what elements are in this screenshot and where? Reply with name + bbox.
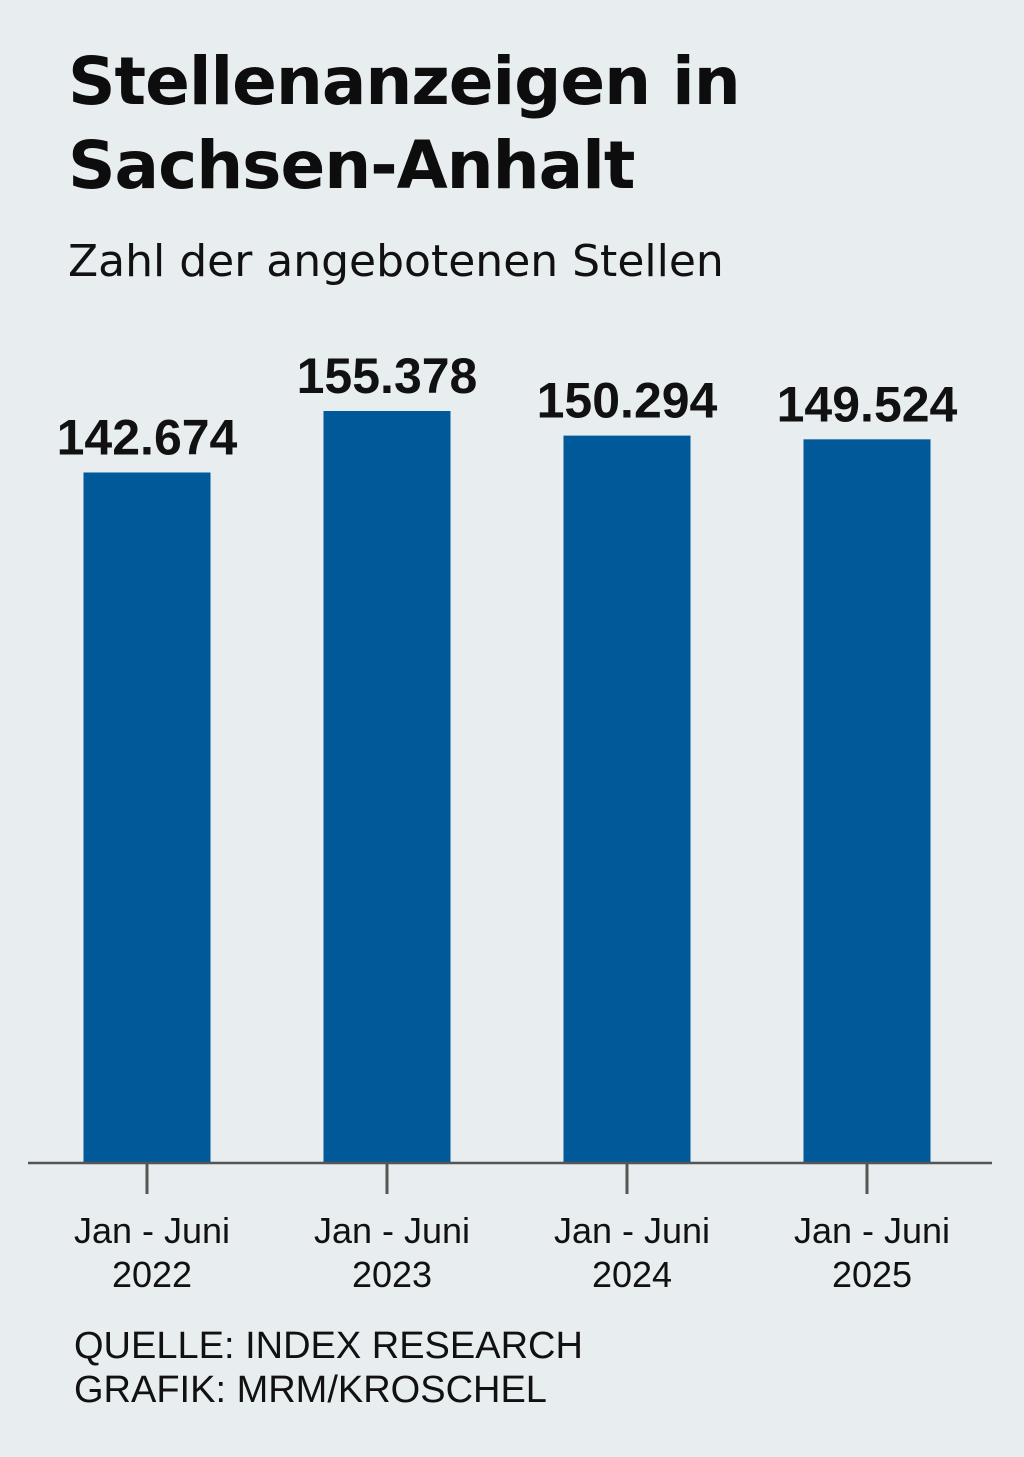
x-tick-label-1-line-1: Jan - Juni: [314, 1210, 470, 1251]
x-tick-label-0-line-2: 2022: [112, 1254, 192, 1295]
x-tick-label-1-line-2: 2023: [352, 1254, 432, 1295]
bar-2: [563, 435, 691, 1163]
x-tick-label-3-line-1: Jan - Juni: [794, 1210, 950, 1251]
chart-subtitle: Zahl der angebotenen Stellen: [68, 236, 724, 287]
bar-3: [803, 439, 931, 1163]
data-label-3: 149.524: [777, 376, 958, 432]
bar-1: [323, 411, 451, 1163]
x-tick-label-3-line-2: 2025: [832, 1254, 912, 1295]
data-label-2: 150.294: [537, 373, 718, 429]
chart-title-line-2: Sachsen-Anhalt: [68, 127, 635, 204]
credit-note: GRAFIK: MRM/KROSCHEL: [74, 1369, 547, 1411]
chart-title: Stellenanzeigen in Sachsen-Anhalt: [68, 40, 968, 208]
data-label-1: 155.378: [297, 348, 478, 404]
x-tick-label-0-line-1: Jan - Juni: [74, 1210, 230, 1251]
x-tick-label-2-line-2: 2024: [592, 1254, 672, 1295]
chart-footer: QUELLE: INDEX RESEARCH GRAFIK: MRM/KROSC…: [74, 1324, 974, 1412]
chart-title-line-1: Stellenanzeigen in: [68, 43, 741, 120]
bar-0: [83, 472, 211, 1163]
x-tick-label-2-line-1: Jan - Juni: [554, 1210, 710, 1251]
data-label-0: 142.674: [57, 409, 238, 465]
source-note: QUELLE: INDEX RESEARCH: [74, 1325, 583, 1367]
